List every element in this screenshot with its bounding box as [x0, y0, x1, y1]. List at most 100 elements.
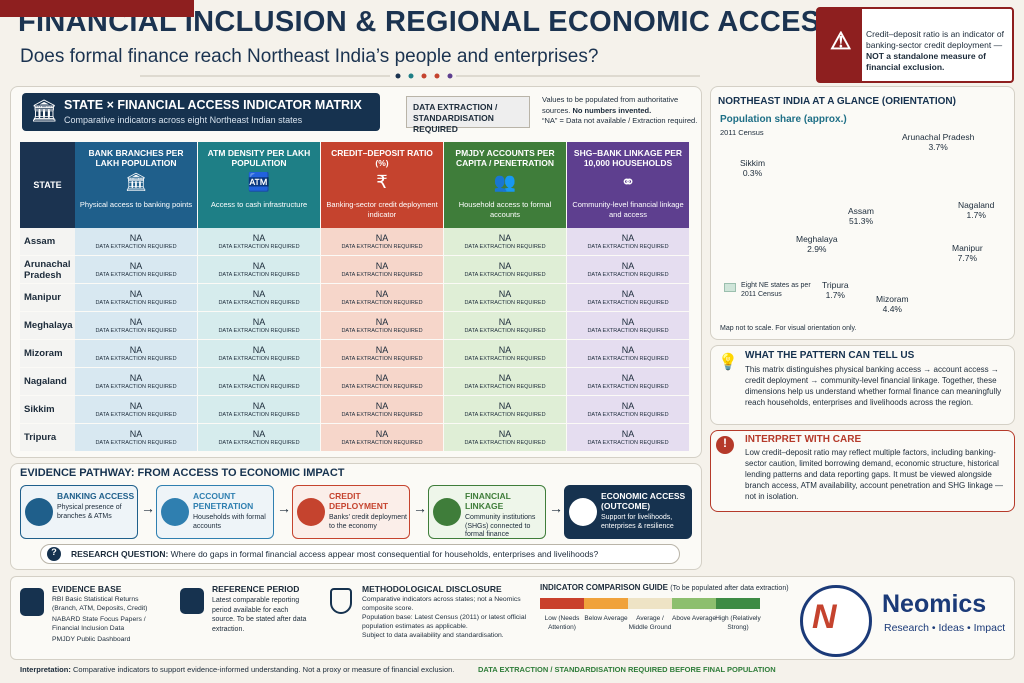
cell-note: DATA EXTRACTION REQUIRED [218, 300, 300, 306]
matrix-cell: NA DATA EXTRACTION REQUIRED [444, 312, 566, 339]
step-title: ACCOUNT PENETRATION [193, 491, 254, 511]
note-text: Credit–deposit ratio is an indicator of … [866, 29, 1010, 73]
guide-level: Above Average [672, 615, 716, 622]
matrix-title-block: 🏛 STATE × FINANCIAL ACCESS INDICATOR MATR… [22, 93, 380, 131]
matrix-cell: NA DATA EXTRACTION REQUIRED [567, 396, 689, 423]
cell-value: NA [129, 289, 143, 299]
cell-note: DATA EXTRACTION REQUIRED [95, 328, 177, 334]
pattern-title: WHAT THE PATTERN CAN TELL US [745, 350, 915, 361]
method-item: Comparative indicators across states; no… [362, 596, 521, 612]
note-header [0, 0, 194, 17]
state-name: Sikkim [20, 396, 75, 423]
state-share: 7.7% [957, 253, 978, 263]
cell-note: DATA EXTRACTION REQUIRED [341, 384, 423, 390]
note-emphasis: NOT a standalone measure of financial ex… [866, 51, 986, 72]
cell-note: DATA EXTRACTION REQUIRED [587, 300, 669, 306]
step-text: Households with formal accounts [193, 514, 266, 530]
care-icon: ! [716, 436, 734, 454]
step-title: ECONOMIC ACCESS (OUTCOME) [601, 491, 686, 511]
cell-value: NA [375, 289, 389, 299]
cell-note: DATA EXTRACTION REQUIRED [587, 440, 669, 446]
arrow: → [141, 500, 155, 516]
evidence-title: EVIDENCE BASE [52, 584, 122, 594]
state-share: 4.4% [882, 304, 902, 314]
cell-value: NA [375, 261, 389, 271]
matrix-cell: NA DATA EXTRACTION REQUIRED [444, 228, 566, 255]
column-icon: ₹ [376, 172, 388, 192]
cell-note: DATA EXTRACTION REQUIRED [341, 356, 423, 362]
column-text: Community-level financial linkage and ac… [572, 200, 684, 219]
column-icon: 👥 [493, 172, 517, 192]
cell-note: DATA EXTRACTION REQUIRED [587, 328, 669, 334]
cell-value: NA [375, 373, 389, 383]
matrix-cell: NA DATA EXTRACTION REQUIRED [321, 284, 443, 311]
evidence-item: PMJDY Public Dashboard [52, 636, 131, 643]
cell-value: NA [252, 345, 266, 355]
state-name: Tripura [20, 424, 75, 451]
matrix-cell: NA DATA EXTRACTION REQUIRED [567, 284, 689, 311]
guide-note: (To be populated after data extraction) [670, 585, 789, 592]
note-icon: ⚠ [830, 28, 852, 55]
cell-value: NA [252, 429, 266, 439]
matrix-cell: NA DATA EXTRACTION REQUIRED [75, 368, 197, 395]
state-share: 3.7% [928, 142, 948, 152]
research-box: ? RESEARCH QUESTION: Where do gaps in for… [40, 544, 680, 564]
cell-note: DATA EXTRACTION REQUIRED [587, 412, 669, 418]
care-panel [710, 430, 1015, 512]
step-title: CREDIT DEPLOYMENT [329, 491, 389, 511]
cell-value: NA [252, 401, 266, 411]
cell-note: DATA EXTRACTION REQUIRED [464, 440, 546, 446]
cell-note: DATA EXTRACTION REQUIRED [587, 384, 669, 390]
matrix-cell: NA DATA EXTRACTION REQUIRED [567, 256, 689, 283]
cell-value: NA [375, 429, 389, 439]
map-panel [710, 86, 1015, 340]
column-title: BANK BRANCHES PER LAKH POPULATION [88, 148, 184, 168]
matrix-cell: NA DATA EXTRACTION REQUIRED [75, 228, 197, 255]
matrix-cell: NA DATA EXTRACTION REQUIRED [321, 396, 443, 423]
cell-note: DATA EXTRACTION REQUIRED [464, 244, 546, 250]
cell-note: DATA EXTRACTION REQUIRED [341, 440, 423, 446]
map-label: Arunachal Pradesh 3.7% [902, 132, 974, 152]
cell-note: DATA EXTRACTION REQUIRED [341, 244, 423, 250]
status: DATA EXTRACTION / STANDARDISATION REQUIR… [478, 665, 776, 674]
cell-note: DATA EXTRACTION REQUIRED [95, 300, 177, 306]
cell-value: NA [129, 345, 143, 355]
matrix-cell: NA DATA EXTRACTION REQUIRED [75, 340, 197, 367]
guide-level: Average / Middle Ground [628, 615, 672, 631]
matrix-cell: NA DATA EXTRACTION REQUIRED [321, 312, 443, 339]
state-share: 51.3% [848, 216, 874, 226]
pattern-icon: 💡 [718, 354, 738, 371]
cell-value: NA [621, 289, 635, 299]
state-name: Mizoram [20, 340, 75, 367]
map-label: Manipur 7.7% [952, 243, 983, 263]
matrix-cell: NA DATA EXTRACTION REQUIRED [444, 256, 566, 283]
guide-title: INDICATOR COMPARISON GUIDE (To be popula… [540, 583, 789, 592]
note-1: Values to be populated from authoritativ… [542, 95, 679, 115]
interpretation: Interpretation: Comparative indicators t… [20, 665, 454, 674]
column-header: SHG–BANK LINKAGE PER 10,000 HOUSEHOLDS ⚭ C… [567, 142, 689, 228]
note-2: “NA” = Data not available / Extraction r… [542, 116, 698, 125]
cell-note: DATA EXTRACTION REQUIRED [95, 384, 177, 390]
step-title: BANKING ACCESS [57, 491, 135, 501]
cell-note: DATA EXTRACTION REQUIRED [95, 356, 177, 362]
matrix-cell: NA DATA EXTRACTION REQUIRED [444, 424, 566, 451]
evidence-icon [20, 588, 44, 616]
matrix-cell: NA DATA EXTRACTION REQUIRED [567, 228, 689, 255]
note-1-bold: No numbers invented. [572, 105, 652, 115]
method-item: Population base: Latest Census (2011) or… [362, 614, 527, 630]
cell-note: DATA EXTRACTION REQUIRED [341, 412, 423, 418]
matrix-cell: NA DATA EXTRACTION REQUIRED [444, 340, 566, 367]
cell-value: NA [621, 233, 635, 243]
subtitle: Does formal finance reach Northeast Indi… [20, 46, 599, 67]
matrix-cell: NA DATA EXTRACTION REQUIRED [567, 368, 689, 395]
cell-value: NA [621, 261, 635, 271]
cell-note: DATA EXTRACTION REQUIRED [464, 356, 546, 362]
matrix-cell: NA DATA EXTRACTION REQUIRED [198, 340, 320, 367]
matrix-cell: NA DATA EXTRACTION REQUIRED [198, 256, 320, 283]
reference-title: REFERENCE PERIOD [212, 584, 300, 594]
step-icon [569, 498, 597, 526]
cell-value: NA [129, 373, 143, 383]
guide-swatch [628, 598, 672, 609]
cell-value: NA [252, 233, 266, 243]
